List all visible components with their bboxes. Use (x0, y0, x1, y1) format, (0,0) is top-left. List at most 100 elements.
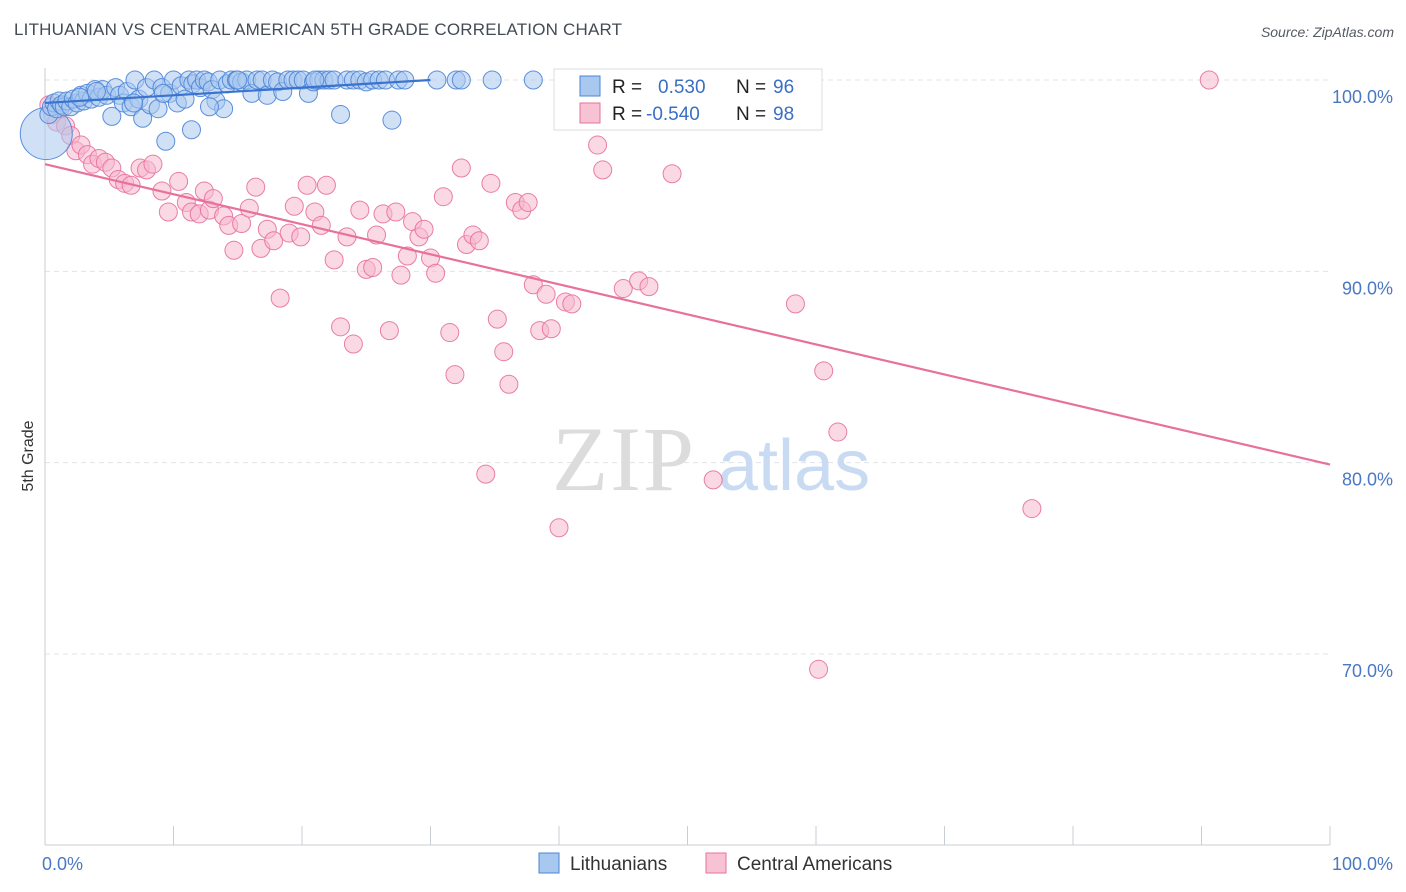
central-american-point (143, 154, 163, 174)
central-american-point (297, 175, 317, 195)
legend-r-value-1: 0.530 (658, 77, 706, 98)
central-american-point (284, 196, 304, 216)
legend-r-label-1: R = (612, 77, 642, 98)
x-tick-label-min: 0.0% (42, 854, 83, 874)
legend-swatch-blue (579, 75, 601, 97)
watermark-zip: ZIP (552, 408, 696, 510)
x-axis-ticks (44, 826, 1331, 845)
lithuanian-point (181, 120, 201, 140)
central-american-point (451, 158, 471, 178)
legend-r-label-2: R = (612, 104, 642, 125)
lithuanian-point (228, 70, 248, 90)
central-american-point (426, 263, 446, 283)
central-american-point (270, 288, 290, 308)
central-american-point (414, 219, 434, 239)
central-american-point (224, 240, 244, 260)
lithuanian-point (199, 97, 219, 117)
central-american-point (828, 422, 848, 442)
legend-r-value-2: -0.540 (646, 104, 700, 125)
central-american-point (445, 365, 465, 385)
central-american-point (433, 187, 453, 207)
legend-n-label-2: N = (736, 104, 766, 125)
y-tick-label: 70.0% (1342, 661, 1393, 681)
central-american-point (1022, 499, 1042, 519)
legend-n-value-1: 96 (773, 77, 794, 98)
lithuanians-trend-line (44, 78, 431, 105)
central-american-point (367, 225, 387, 245)
lithuanian-point (70, 87, 90, 107)
central-american-point (613, 279, 633, 299)
watermark-atlas: atlas (718, 426, 870, 506)
central-american-point (785, 294, 805, 314)
y-axis-label: 5th Grade (20, 420, 37, 491)
central-american-point (814, 361, 834, 381)
y-tick-label: 90.0% (1342, 278, 1393, 298)
lithuanian-point (382, 110, 402, 130)
chart-source: Source: ZipAtlas.com (1260, 24, 1394, 40)
central-american-point (232, 214, 252, 233)
central-american-point (324, 250, 344, 270)
chart-title: LITHUANIAN VS CENTRAL AMERICAN 5TH GRADE… (14, 20, 623, 39)
central-american-point (499, 374, 519, 394)
central-american-point (481, 173, 501, 193)
central-american-point (350, 200, 370, 220)
central-american-point (158, 202, 178, 222)
y-tick-labels: 100.0% 90.0% 80.0% 70.0% (1332, 87, 1393, 681)
central-american-point (494, 342, 514, 362)
stats-legend: R = 0.530 N = 96 R = -0.540 N = 98 (553, 68, 823, 131)
lithuanian-point (523, 70, 543, 90)
central-american-point (397, 246, 417, 266)
central-american-point (363, 258, 383, 278)
central-americans-trend-line (44, 163, 1331, 466)
bottom-legend-swatch-blue (538, 852, 560, 874)
lithuanians-points (19, 70, 543, 161)
central-american-point (593, 160, 613, 180)
central-american-point (343, 334, 363, 354)
lithuanian-point (451, 70, 471, 90)
central-american-point (476, 464, 496, 484)
central-american-point (264, 231, 284, 251)
lithuanian-point (156, 131, 176, 151)
central-american-point (536, 284, 556, 304)
lithuanian-point (331, 104, 351, 124)
central-american-point (639, 277, 659, 297)
legend-n-label-1: N = (736, 77, 766, 98)
central-american-point (379, 321, 399, 341)
lithuanian-point (153, 83, 173, 103)
central-american-point (487, 309, 507, 329)
central-american-point (662, 164, 682, 184)
bottom-legend-label-central-americans: Central Americans (737, 854, 892, 875)
central-american-point (331, 317, 351, 337)
central-american-point (440, 323, 460, 343)
central-american-point (246, 177, 266, 197)
central-american-point (291, 227, 311, 247)
bottom-legend-swatch-pink (705, 852, 727, 874)
y-tick-label: 100.0% (1332, 87, 1393, 107)
gridlines (45, 79, 1330, 655)
central-american-point (562, 294, 582, 314)
trend-lines (44, 78, 1331, 466)
bottom-legend-label-lithuanians: Lithuanians (570, 854, 667, 875)
lithuanian-point (482, 70, 502, 90)
central-american-point (469, 231, 489, 251)
lithuanian-point (86, 81, 106, 101)
central-american-point (549, 518, 569, 538)
legend-n-value-2: 98 (773, 104, 794, 125)
lithuanian-point (102, 106, 122, 126)
lithuanian-point (395, 70, 415, 90)
central-american-point (169, 171, 189, 191)
central-american-point (518, 192, 538, 212)
central-american-point (541, 319, 561, 339)
series-legend: Lithuanians Central Americans (538, 852, 892, 875)
central-american-point (1199, 70, 1219, 90)
central-american-point (703, 470, 723, 490)
central-american-point (588, 135, 608, 155)
central-american-point (391, 265, 411, 285)
y-tick-label: 80.0% (1342, 470, 1393, 490)
central-american-point (809, 659, 829, 679)
central-american-point (311, 215, 331, 235)
legend-swatch-pink (579, 102, 601, 124)
central-americans-points (39, 70, 1219, 679)
central-american-point (316, 175, 336, 195)
